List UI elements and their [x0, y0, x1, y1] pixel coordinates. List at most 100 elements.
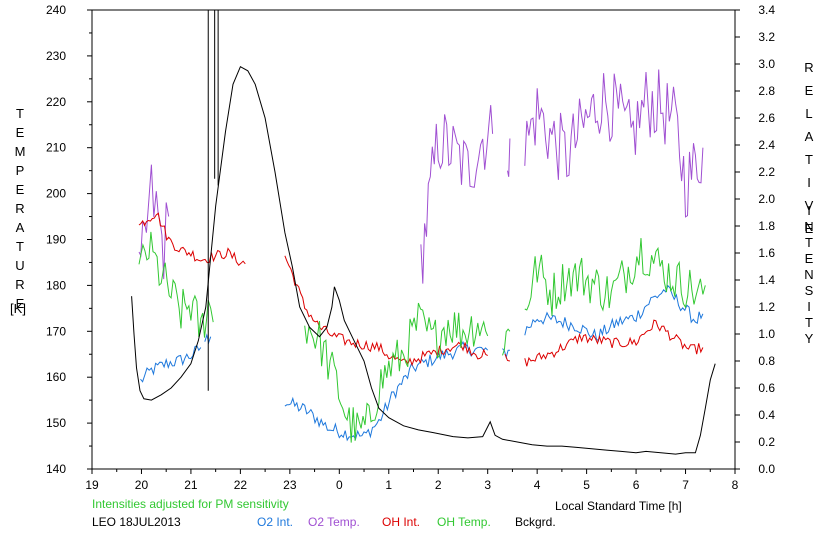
- o2-int-line: [140, 345, 202, 383]
- y-left-tick-label: 210: [46, 141, 66, 155]
- axis-title-letter: R: [15, 277, 24, 292]
- oh-temp-line: [502, 328, 511, 356]
- o2-temp-line: [507, 138, 511, 177]
- y-right-tick-label: 1.8: [758, 219, 775, 233]
- y-right-tick-label: 0.4: [758, 408, 775, 422]
- y-left-tick-label: 180: [46, 278, 66, 292]
- x-tick-label: 3: [484, 478, 491, 492]
- y-right-tick-label: 2.0: [758, 192, 775, 206]
- y-right-tick-label: 2.6: [758, 111, 775, 125]
- legend-item: O2 Int.: [257, 515, 293, 529]
- x-tick-label: 7: [682, 478, 689, 492]
- axis-title-letter: E: [805, 251, 814, 266]
- o2-int-line: [284, 340, 489, 442]
- legend-item: O2 Temp.: [308, 515, 360, 529]
- y-right-tick-label: 0.0: [758, 462, 775, 476]
- o2-temp-line: [420, 105, 494, 284]
- left-axis-unit: [K]: [10, 301, 26, 316]
- legend-item: OH Int.: [382, 515, 420, 529]
- left-y-axis: 240 230 220 210 200 190 180 170 160 150 140: [46, 3, 92, 476]
- oh-int-line: [504, 353, 511, 362]
- x-tick-label: 5: [583, 478, 590, 492]
- legend-item: Bckgrd.: [515, 515, 556, 529]
- oh-int-line: [284, 255, 488, 367]
- y-right-tick-label: 0.8: [758, 354, 775, 368]
- oh-int-line: [138, 212, 246, 266]
- x-tick-label: 23: [283, 478, 297, 492]
- o2-temp-line: [524, 69, 704, 218]
- axis-title-letter: N: [804, 267, 813, 282]
- axis-title-letter: R: [804, 60, 813, 75]
- y-right-tick-label: 3.2: [758, 30, 775, 44]
- axis-title-letter: T: [16, 239, 24, 254]
- x-tick-label: 8: [732, 478, 739, 492]
- axis-title-letter: I: [807, 299, 811, 314]
- y-right-tick-label: 1.4: [758, 273, 775, 287]
- axis-title-letter: E: [16, 296, 25, 311]
- o2-int-line: [524, 284, 704, 342]
- oh-int-line: [524, 319, 704, 367]
- y-right-tick-label: 1.6: [758, 246, 775, 260]
- y-right-tick-label: 2.8: [758, 84, 775, 98]
- axis-title-letter: E: [805, 83, 814, 98]
- legend-item: OH Temp.: [437, 515, 491, 529]
- bckgrd-line: [131, 65, 716, 455]
- axis-title-letter: S: [805, 283, 814, 298]
- legend: O2 Int. O2 Temp. OH Int. OH Temp. Bckgrd.: [257, 515, 556, 529]
- y-left-tick-label: 220: [46, 95, 66, 109]
- oh-temp-line: [304, 302, 489, 443]
- y-right-tick-label: 0.2: [758, 435, 775, 449]
- axis-title-letter: U: [15, 258, 24, 273]
- x-tick-label: 21: [184, 478, 198, 492]
- axis-title-letter: M: [15, 144, 26, 159]
- y-left-tick-label: 190: [46, 233, 66, 247]
- axis-title-letter: N: [804, 219, 813, 234]
- x-tick-label: 20: [135, 478, 149, 492]
- y-left-tick-label: 240: [46, 3, 66, 17]
- axis-title-letter: T: [16, 106, 24, 121]
- y-left-tick-label: 200: [46, 187, 66, 201]
- x-tick-label: 6: [633, 478, 640, 492]
- axis-title-letter: T: [805, 315, 813, 330]
- x-tick-label: 1: [385, 478, 392, 492]
- sensitivity-note: Intensities adjusted for PM sensitivity: [92, 497, 289, 511]
- y-right-tick-label: 3.4: [758, 3, 775, 17]
- axis-title-letter: Y: [805, 331, 814, 346]
- axis-title-letter: V: [805, 198, 814, 213]
- y-left-tick-label: 230: [46, 49, 66, 63]
- x-axis-title: Local Standard Time [h]: [555, 499, 682, 513]
- y-left-tick-label: 140: [46, 462, 66, 476]
- axis-title-letter: E: [805, 221, 814, 236]
- x-tick-label: 4: [534, 478, 541, 492]
- x-axis: 19 20 21 22 23 0 1 2 3 4 5 6 7 8: [85, 469, 739, 492]
- oh-temp-line: [524, 238, 706, 317]
- y-right-tick-label: 2.4: [758, 138, 775, 152]
- axis-title-letter: L: [805, 106, 812, 121]
- axis-title-letter: A: [805, 129, 814, 144]
- axis-title-letter: R: [15, 201, 24, 216]
- y-right-tick-label: 1.2: [758, 300, 775, 314]
- axis-title-letter: I: [807, 203, 811, 218]
- x-tick-label: 0: [336, 478, 343, 492]
- axis-title-letter: T: [805, 152, 813, 167]
- y-right-tick-label: 0.6: [758, 381, 775, 395]
- y-right-tick-label: 1.0: [758, 327, 775, 341]
- x-tick-label: 22: [234, 478, 248, 492]
- oh-temp-line: [138, 231, 214, 338]
- y-right-tick-label: 3.0: [758, 57, 775, 71]
- axis-title-letter: I: [807, 175, 811, 190]
- axis-title-letter: P: [16, 163, 25, 178]
- axis-title-letter: A: [16, 220, 25, 235]
- axis-title-letter: E: [16, 125, 25, 140]
- x-tick-label: 2: [435, 478, 442, 492]
- axis-title-letter: E: [16, 182, 25, 197]
- y-right-tick-label: 2.2: [758, 165, 775, 179]
- y-left-tick-label: 170: [46, 324, 66, 338]
- plot-frame: [91, 9, 736, 470]
- station-label: LEO 18JUL2013: [92, 515, 181, 529]
- x-tick-label: 19: [85, 478, 99, 492]
